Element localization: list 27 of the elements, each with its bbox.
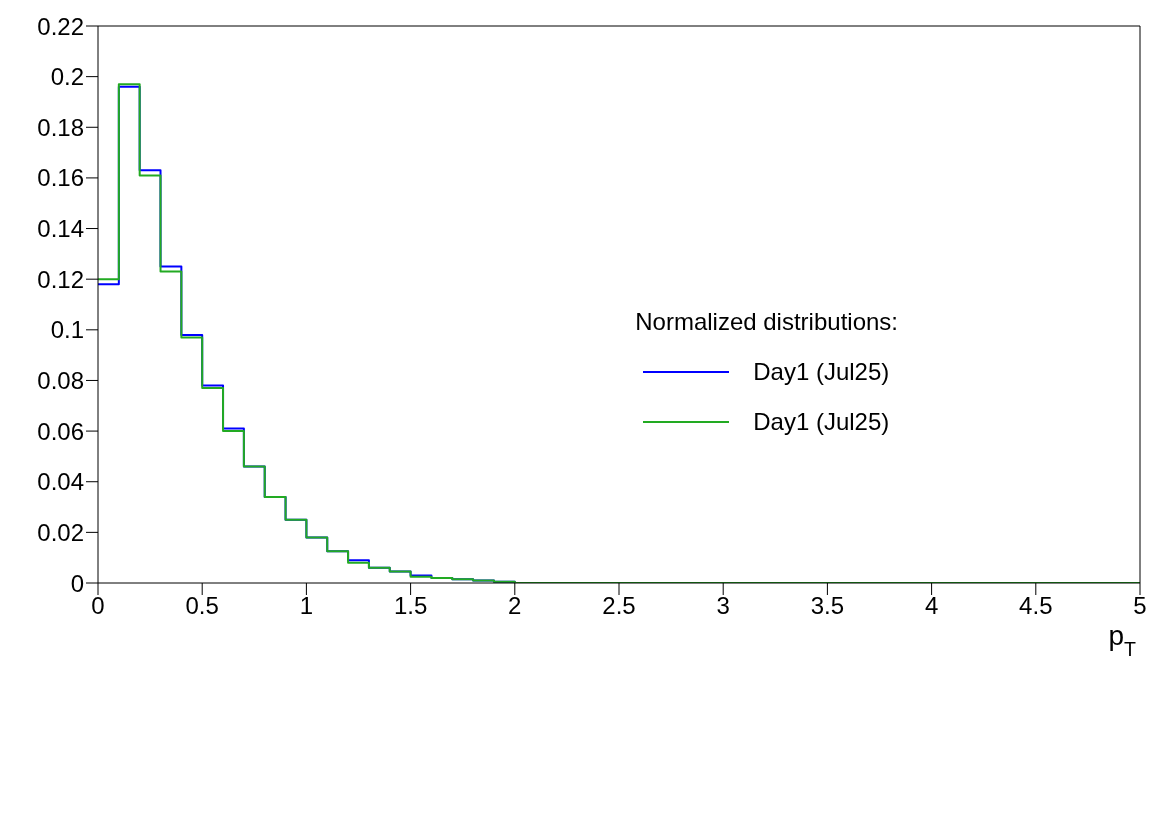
x-tick-label: 1 <box>299 592 314 620</box>
y-tick-label: 0.08 <box>37 366 84 394</box>
legend-label: Day1 (Jul25) <box>753 358 890 386</box>
x-tick-label: 3 <box>716 592 730 620</box>
x-tick-label: 4.5 <box>1019 592 1053 620</box>
x-tick-label: 0.5 <box>185 592 219 620</box>
x-tick-label: 2.5 <box>602 592 636 620</box>
legend-label: Day1 (Jul25) <box>753 408 890 436</box>
y-tick-label: 0.06 <box>37 417 84 445</box>
y-tick-label: 0.14 <box>37 215 84 243</box>
legend-title: Normalized distributions: <box>635 308 898 336</box>
y-tick-label: 0.16 <box>37 164 84 192</box>
x-tick-label: 5 <box>1133 592 1147 620</box>
y-tick-label: 0.04 <box>37 468 84 496</box>
x-axis-title: p$_{T}$ <box>1108 620 1137 660</box>
x-tick-label: 4 <box>924 592 939 620</box>
x-tick-label: 0 <box>91 592 105 620</box>
y-tick-label: 0.2 <box>50 63 84 91</box>
y-tick-label: 0.02 <box>37 518 84 546</box>
y-tick-label: 0 <box>70 569 84 597</box>
x-tick-label: 2 <box>508 592 522 620</box>
y-tick-label: 0.18 <box>37 113 84 141</box>
y-tick-label: 0.12 <box>37 265 84 293</box>
y-tick-label: 0.1 <box>50 316 84 344</box>
x-tick-label: 3.5 <box>810 592 845 620</box>
x-tick-label: 1.5 <box>393 592 428 620</box>
y-tick-label: 0.22 <box>37 12 84 40</box>
